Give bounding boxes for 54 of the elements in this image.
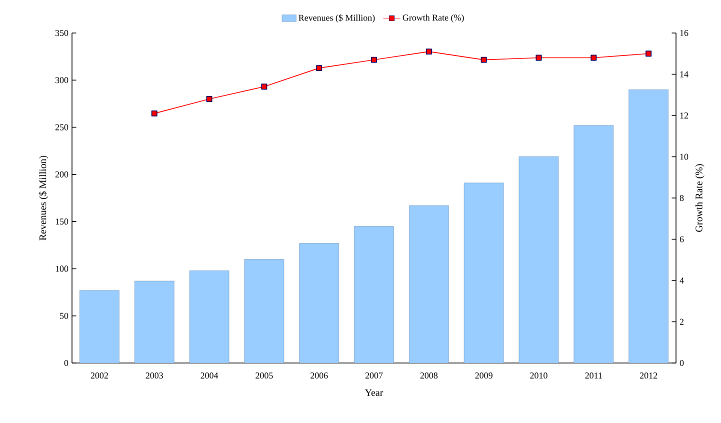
point [590,54,597,61]
bar [628,89,669,363]
y2-tick-label: 0 [680,360,684,366]
x-tick-label: 2010 [530,372,548,379]
y2-tick-label: 8 [680,194,684,202]
x-tick-label: 2006 [310,372,328,379]
bar [79,290,120,363]
x-tick-label: 2003 [146,372,163,379]
y-tick-label: 200 [55,171,68,178]
y2-tick-label: 12 [680,112,688,118]
y2-tick-label: 14 [680,71,688,78]
point [316,65,322,72]
y2-tick-label: 4 [680,278,684,284]
point [426,48,432,55]
y2-tick-label: 16 [680,30,688,36]
legend-label: Revenues ($ Million) [298,14,375,23]
y-tick-label: 50 [60,312,68,319]
y-tick-label: 0 [64,360,68,366]
point [536,54,542,61]
y2-axis-title: Growth Rate (%) [695,164,704,232]
point [261,84,268,90]
point [480,56,487,63]
x-tick-label: 2002 [90,372,108,379]
x-tick-label: 2009 [475,372,492,379]
bar [354,226,394,363]
y-tick-label: 150 [56,218,68,225]
point [371,56,377,63]
legend-label: Growth Rate (%) [402,14,464,22]
y-tick-label: 250 [55,124,68,130]
bar [408,205,449,363]
y-tick-label: 350 [55,30,68,36]
x-tick-label: 2004 [200,372,218,379]
x-tick-label: 2005 [256,372,273,379]
y2-tick-label: 6 [680,236,684,242]
x-axis-title: Year [364,389,384,396]
bar [244,259,284,363]
bar [299,243,340,363]
point [206,96,212,102]
y-tick-label: 100 [56,266,68,272]
bar [518,156,559,363]
point [646,50,652,57]
y2-tick-label: 10 [680,154,688,160]
bar [464,182,504,363]
point [151,110,158,116]
bar [574,125,614,363]
y2-tick-label: 2 [680,318,684,325]
x-tick-label: 2011 [585,372,602,379]
y-axis-title: Revenues ($ Million) [38,156,48,240]
bar [189,270,230,363]
x-tick-label: 2012 [640,372,658,379]
x-tick-label: 2007 [365,372,383,379]
x-tick-label: 2008 [420,372,438,379]
y-tick-label: 300 [55,77,68,84]
bar [134,280,174,363]
